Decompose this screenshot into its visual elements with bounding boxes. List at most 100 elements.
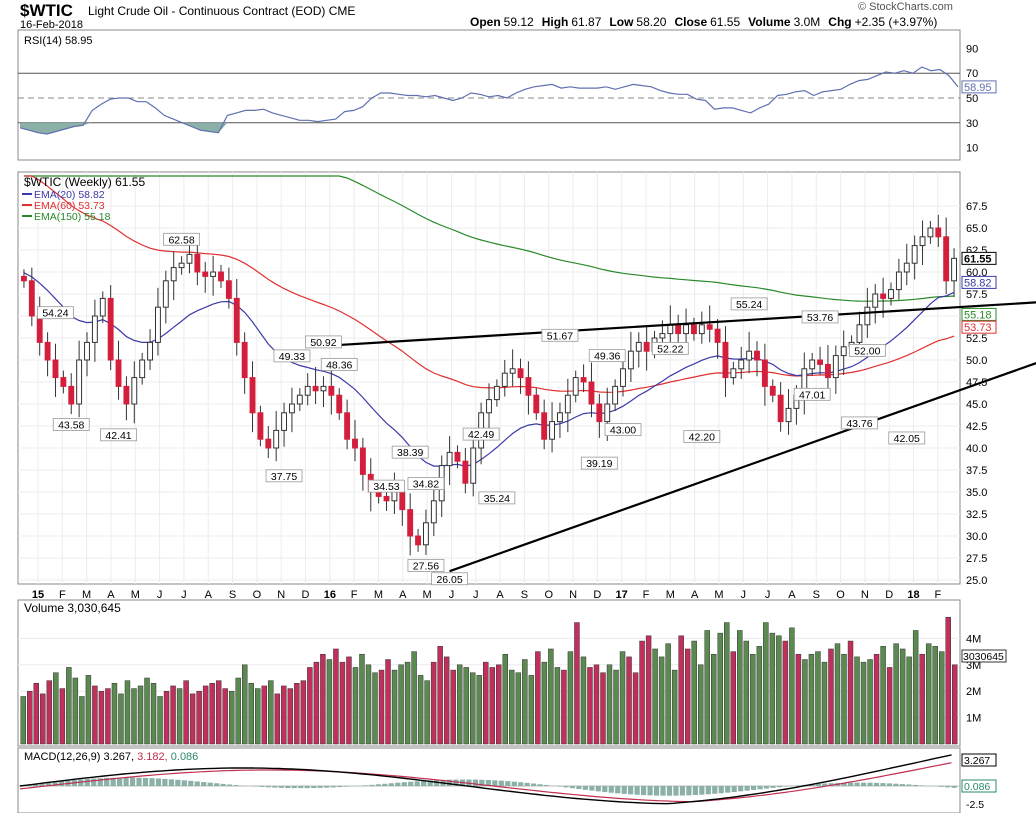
volume-bar xyxy=(952,664,958,745)
x-axis-label: S xyxy=(813,589,820,601)
price-badge xyxy=(961,251,997,265)
ohlc-label-high: High xyxy=(541,15,569,29)
macd-histogram-bar xyxy=(291,786,297,789)
volume-bar xyxy=(189,693,196,745)
volume-bar xyxy=(59,688,66,745)
volume-bar xyxy=(85,675,92,745)
volume-bar xyxy=(124,680,131,745)
volume-bar xyxy=(919,653,925,745)
candle-body xyxy=(588,381,595,405)
macd-histogram-bar xyxy=(776,786,783,788)
price-tick: 30.0 xyxy=(966,531,987,543)
volume-bar xyxy=(443,656,450,745)
volume-bar xyxy=(567,651,574,745)
volume-bar xyxy=(724,622,730,745)
x-axis-label: A xyxy=(205,589,213,601)
volume-bar xyxy=(535,651,541,745)
volume-bar xyxy=(489,667,495,745)
price-panel xyxy=(17,171,961,585)
volume-bar xyxy=(196,690,202,745)
macd-histogram-bar xyxy=(252,786,259,787)
candle-body xyxy=(202,271,209,277)
volume-bar xyxy=(899,648,906,745)
volume-bar xyxy=(613,669,619,745)
price-annotation: 37.75 xyxy=(271,471,297,483)
macd-histogram-bar xyxy=(828,783,834,786)
price-annotation: 52.22 xyxy=(657,343,683,355)
volume-bar xyxy=(945,617,951,745)
macd-histogram-bar xyxy=(621,786,627,794)
x-axis-label: A xyxy=(399,589,407,601)
macd-histogram-bar xyxy=(945,786,951,788)
candle-body xyxy=(738,359,745,370)
price-badge-label: 55.18 xyxy=(964,309,992,321)
ema150-line xyxy=(23,175,955,302)
candle-body xyxy=(304,385,311,396)
price-annotation-box xyxy=(588,349,626,363)
candle-body xyxy=(107,297,114,361)
volume-bar xyxy=(639,640,645,745)
candle-body xyxy=(194,253,201,273)
volume-bar xyxy=(437,646,443,745)
volume-bar xyxy=(880,646,886,745)
macd-histogram-bar xyxy=(531,783,537,786)
macd-histogram-bar xyxy=(750,786,757,790)
stockcharts-brand[interactable]: © StockCharts.com xyxy=(858,1,953,13)
macd-histogram-bar xyxy=(472,779,479,786)
volume-bar xyxy=(320,653,326,745)
candle-body xyxy=(265,438,272,449)
macd-histogram-bar xyxy=(860,782,867,786)
volume-tick: 1M xyxy=(966,713,981,725)
volume-bar xyxy=(554,667,561,745)
macd-histogram-bar xyxy=(155,778,162,786)
candle-body xyxy=(446,451,453,467)
candle-body xyxy=(139,359,146,379)
macd-histogram-bar xyxy=(194,781,200,786)
price-annotation-box xyxy=(541,328,579,342)
macd-histogram-bar xyxy=(207,782,213,786)
candle-body xyxy=(36,315,43,343)
macd-histogram-bar xyxy=(117,777,123,786)
macd-panel xyxy=(17,747,961,813)
macd-histogram-bar xyxy=(608,786,614,793)
price-annotation: 27.56 xyxy=(413,560,439,572)
macd-histogram-bar xyxy=(848,782,854,786)
x-axis-label: J xyxy=(181,589,187,601)
x-axis-label: M xyxy=(82,589,91,601)
volume-bar xyxy=(391,669,398,745)
volume-tick: 4M xyxy=(966,633,981,645)
macd-histogram-bar xyxy=(899,784,905,786)
volume-bar xyxy=(424,680,430,745)
price-annotation-box xyxy=(407,559,445,572)
volume-bar xyxy=(587,667,593,745)
macd-histogram-bar xyxy=(317,786,323,788)
macd-histogram-bar xyxy=(912,784,918,786)
macd-histogram-bar xyxy=(227,784,233,786)
macd-histogram-bar xyxy=(738,786,744,792)
price-annotation-box xyxy=(273,349,311,363)
volume-bar xyxy=(697,664,704,745)
macd-histogram-bar xyxy=(110,777,116,786)
price-badge-label: 53.73 xyxy=(964,322,992,334)
chart-instrument-name: Light Crude Oil - Continuous Contract (E… xyxy=(88,4,356,18)
x-axis-label: J xyxy=(473,589,479,601)
ohlc-value-chg: +2.35 (+3.97%) xyxy=(854,15,938,29)
candle-body xyxy=(809,359,816,370)
rsi-tick: 90 xyxy=(966,43,978,55)
candle-body xyxy=(564,394,571,414)
x-axis-label: M xyxy=(423,589,432,601)
price-tick: 37.5 xyxy=(966,465,987,477)
candle-body xyxy=(76,359,83,405)
volume-title: Volume 3,030,645 xyxy=(24,601,121,615)
ohlc-value-volume: 3.0M xyxy=(793,15,821,29)
price-annotation: 43.00 xyxy=(610,425,636,437)
macd-histogram-bar xyxy=(699,786,705,795)
volume-bar xyxy=(105,688,111,745)
macd-histogram-bar xyxy=(162,778,168,786)
volume-bar xyxy=(463,667,469,745)
price-annotation: 42.20 xyxy=(689,432,715,444)
volume-bar xyxy=(261,685,267,745)
candle-body xyxy=(20,275,27,282)
volume-bar xyxy=(346,656,352,745)
candle-body xyxy=(296,394,303,405)
